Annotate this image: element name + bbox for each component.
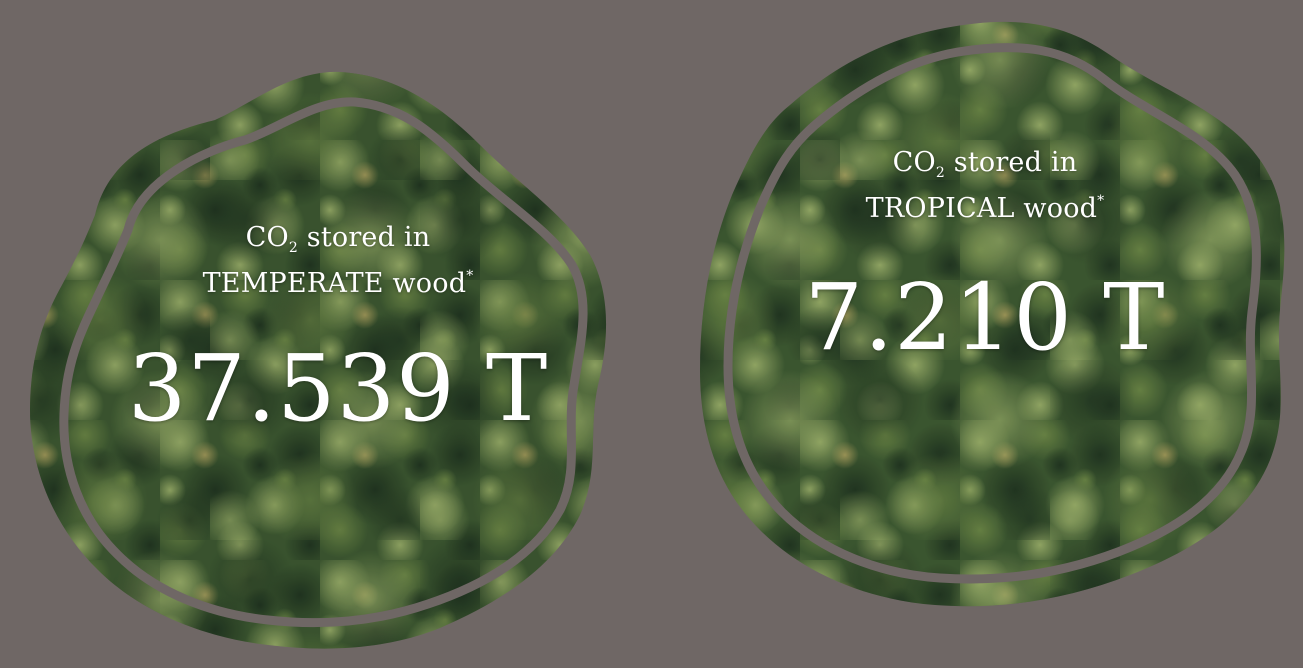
stat-temperate-caption-line1: CO2 stored in (118, 215, 558, 261)
wood-type-label: TROPICAL wood (865, 193, 1098, 224)
footnote-mark: * (466, 268, 474, 284)
co2-subscript: 2 (288, 240, 298, 256)
stat-temperate: CO2 stored in TEMPERATE wood* 37.539 T (118, 215, 558, 442)
stored-in-label: stored in (297, 222, 431, 253)
footnote-mark: * (1097, 193, 1105, 209)
stat-temperate-value: 37.539 T (127, 335, 549, 442)
tropical-forest-blob (700, 21, 1285, 607)
wood-type-label: TEMPERATE wood (202, 268, 467, 299)
co2-label: CO (245, 222, 289, 253)
stat-temperate-caption: CO2 stored in TEMPERATE wood* (118, 215, 558, 307)
stat-tropical: CO2 stored in TROPICAL wood* 7.210 T (745, 140, 1225, 371)
stat-tropical-value: 7.210 T (804, 264, 1166, 371)
stored-in-label: stored in (944, 147, 1078, 178)
stat-temperate-caption-line2: TEMPERATE wood* (118, 261, 558, 307)
co2-label: CO (892, 147, 936, 178)
co2-subscript: 2 (935, 165, 945, 181)
stat-tropical-caption-line2: TROPICAL wood* (745, 186, 1225, 232)
stat-tropical-caption-line1: CO2 stored in (745, 140, 1225, 186)
stat-tropical-caption: CO2 stored in TROPICAL wood* (745, 140, 1225, 232)
